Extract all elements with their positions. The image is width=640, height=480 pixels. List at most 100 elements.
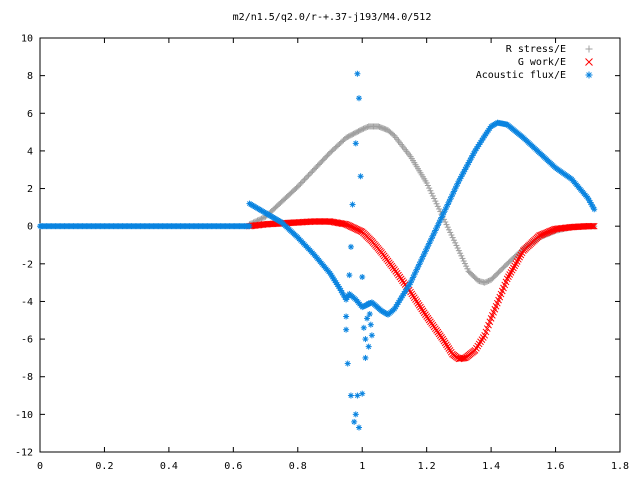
data-point: [436, 205, 443, 212]
data-point: [309, 168, 316, 175]
x-tick-label: 1: [359, 461, 365, 472]
data-point: [450, 237, 457, 244]
data-point: [357, 173, 364, 180]
data-point: [359, 126, 366, 133]
data-point: [340, 220, 347, 228]
data-point: [464, 265, 471, 272]
data-point: [347, 243, 354, 250]
data-point: [293, 184, 300, 191]
data-point: [452, 239, 459, 246]
data-point: [434, 203, 441, 210]
data-point: [297, 180, 304, 187]
data-point: [327, 149, 333, 156]
data-point: [354, 70, 361, 77]
data-point: [257, 216, 264, 223]
y-tick-label: -6: [21, 335, 33, 346]
data-point: [351, 418, 358, 425]
x-tick-label: 1.2: [418, 461, 436, 472]
y-tick-label: 8: [27, 71, 33, 82]
data-point: [337, 139, 344, 146]
x-tick-label: 0.8: [289, 461, 307, 472]
data-point: [362, 336, 369, 343]
data-point: [356, 95, 362, 102]
data-point: [364, 315, 371, 322]
data-point: [331, 146, 338, 153]
y-tick-label: 0: [27, 222, 33, 233]
data-point: [335, 142, 342, 149]
data-point: [359, 273, 366, 280]
data-point: [357, 126, 364, 133]
data-point: [336, 141, 343, 148]
data-point: [365, 343, 372, 350]
data-point: [349, 201, 356, 208]
data-point: [308, 169, 315, 176]
x-tick-label: 0.2: [95, 461, 113, 472]
data-point: [390, 131, 397, 138]
data-point: [482, 279, 489, 286]
legend-label: G work/E: [518, 57, 566, 68]
data-point: [294, 183, 301, 190]
data-point: [333, 143, 340, 150]
data-point: [362, 354, 369, 361]
data-point: [246, 223, 253, 230]
x-tick-label: 1.4: [482, 461, 500, 472]
data-point: [453, 242, 460, 249]
data-point: [356, 424, 362, 431]
data-point: [589, 222, 597, 230]
data-point: [461, 260, 468, 267]
data-point: [485, 277, 492, 284]
data-point: [448, 232, 455, 239]
data-point: [454, 245, 461, 252]
data-point: [437, 217, 444, 224]
data-point: [432, 198, 439, 205]
data-point: [302, 175, 309, 182]
data-point: [477, 139, 484, 146]
plot-frame: [39, 37, 621, 453]
y-tick-label: 2: [27, 184, 33, 195]
data-point: [427, 187, 434, 194]
data-point: [455, 247, 462, 254]
data-point: [463, 263, 470, 270]
data-point: [352, 140, 359, 147]
data-point: [460, 257, 467, 264]
series-g-work-e: [246, 218, 598, 363]
y-tick-label: -10: [15, 410, 33, 421]
data-point: [301, 176, 308, 183]
data-point: [484, 278, 491, 285]
data-point: [329, 147, 336, 154]
y-tick-label: -2: [21, 259, 33, 270]
series-acoustic-flux-e: [37, 70, 598, 431]
data-point: [340, 137, 347, 144]
data-point: [433, 200, 440, 207]
data-point: [304, 173, 311, 180]
data-point: [426, 185, 433, 192]
data-point: [306, 170, 313, 177]
data-point: [352, 411, 359, 418]
data-point: [305, 172, 312, 179]
data-point: [449, 234, 456, 241]
data-point: [354, 392, 361, 399]
x-tick-label: 0.4: [160, 461, 178, 472]
data-point: [360, 125, 367, 132]
data-point: [550, 226, 558, 233]
data-point: [429, 192, 436, 199]
data-point: [588, 222, 595, 230]
data-point: [367, 321, 374, 328]
x-tick-label: 0.6: [224, 461, 242, 472]
x-tick-label: 1.8: [611, 461, 629, 472]
data-point: [442, 218, 449, 225]
y-tick-label: -8: [21, 372, 33, 383]
x-tick-label: 0: [37, 461, 43, 472]
data-point: [481, 279, 488, 286]
data-point: [447, 229, 454, 236]
plot-series: [37, 70, 598, 431]
data-point: [590, 222, 598, 230]
data-point: [347, 392, 354, 399]
legend-marker: [585, 45, 593, 53]
data-point: [428, 190, 435, 197]
data-point: [300, 178, 307, 185]
y-tick-label: 10: [21, 34, 33, 45]
data-point: [328, 148, 335, 155]
data-point: [296, 182, 303, 189]
